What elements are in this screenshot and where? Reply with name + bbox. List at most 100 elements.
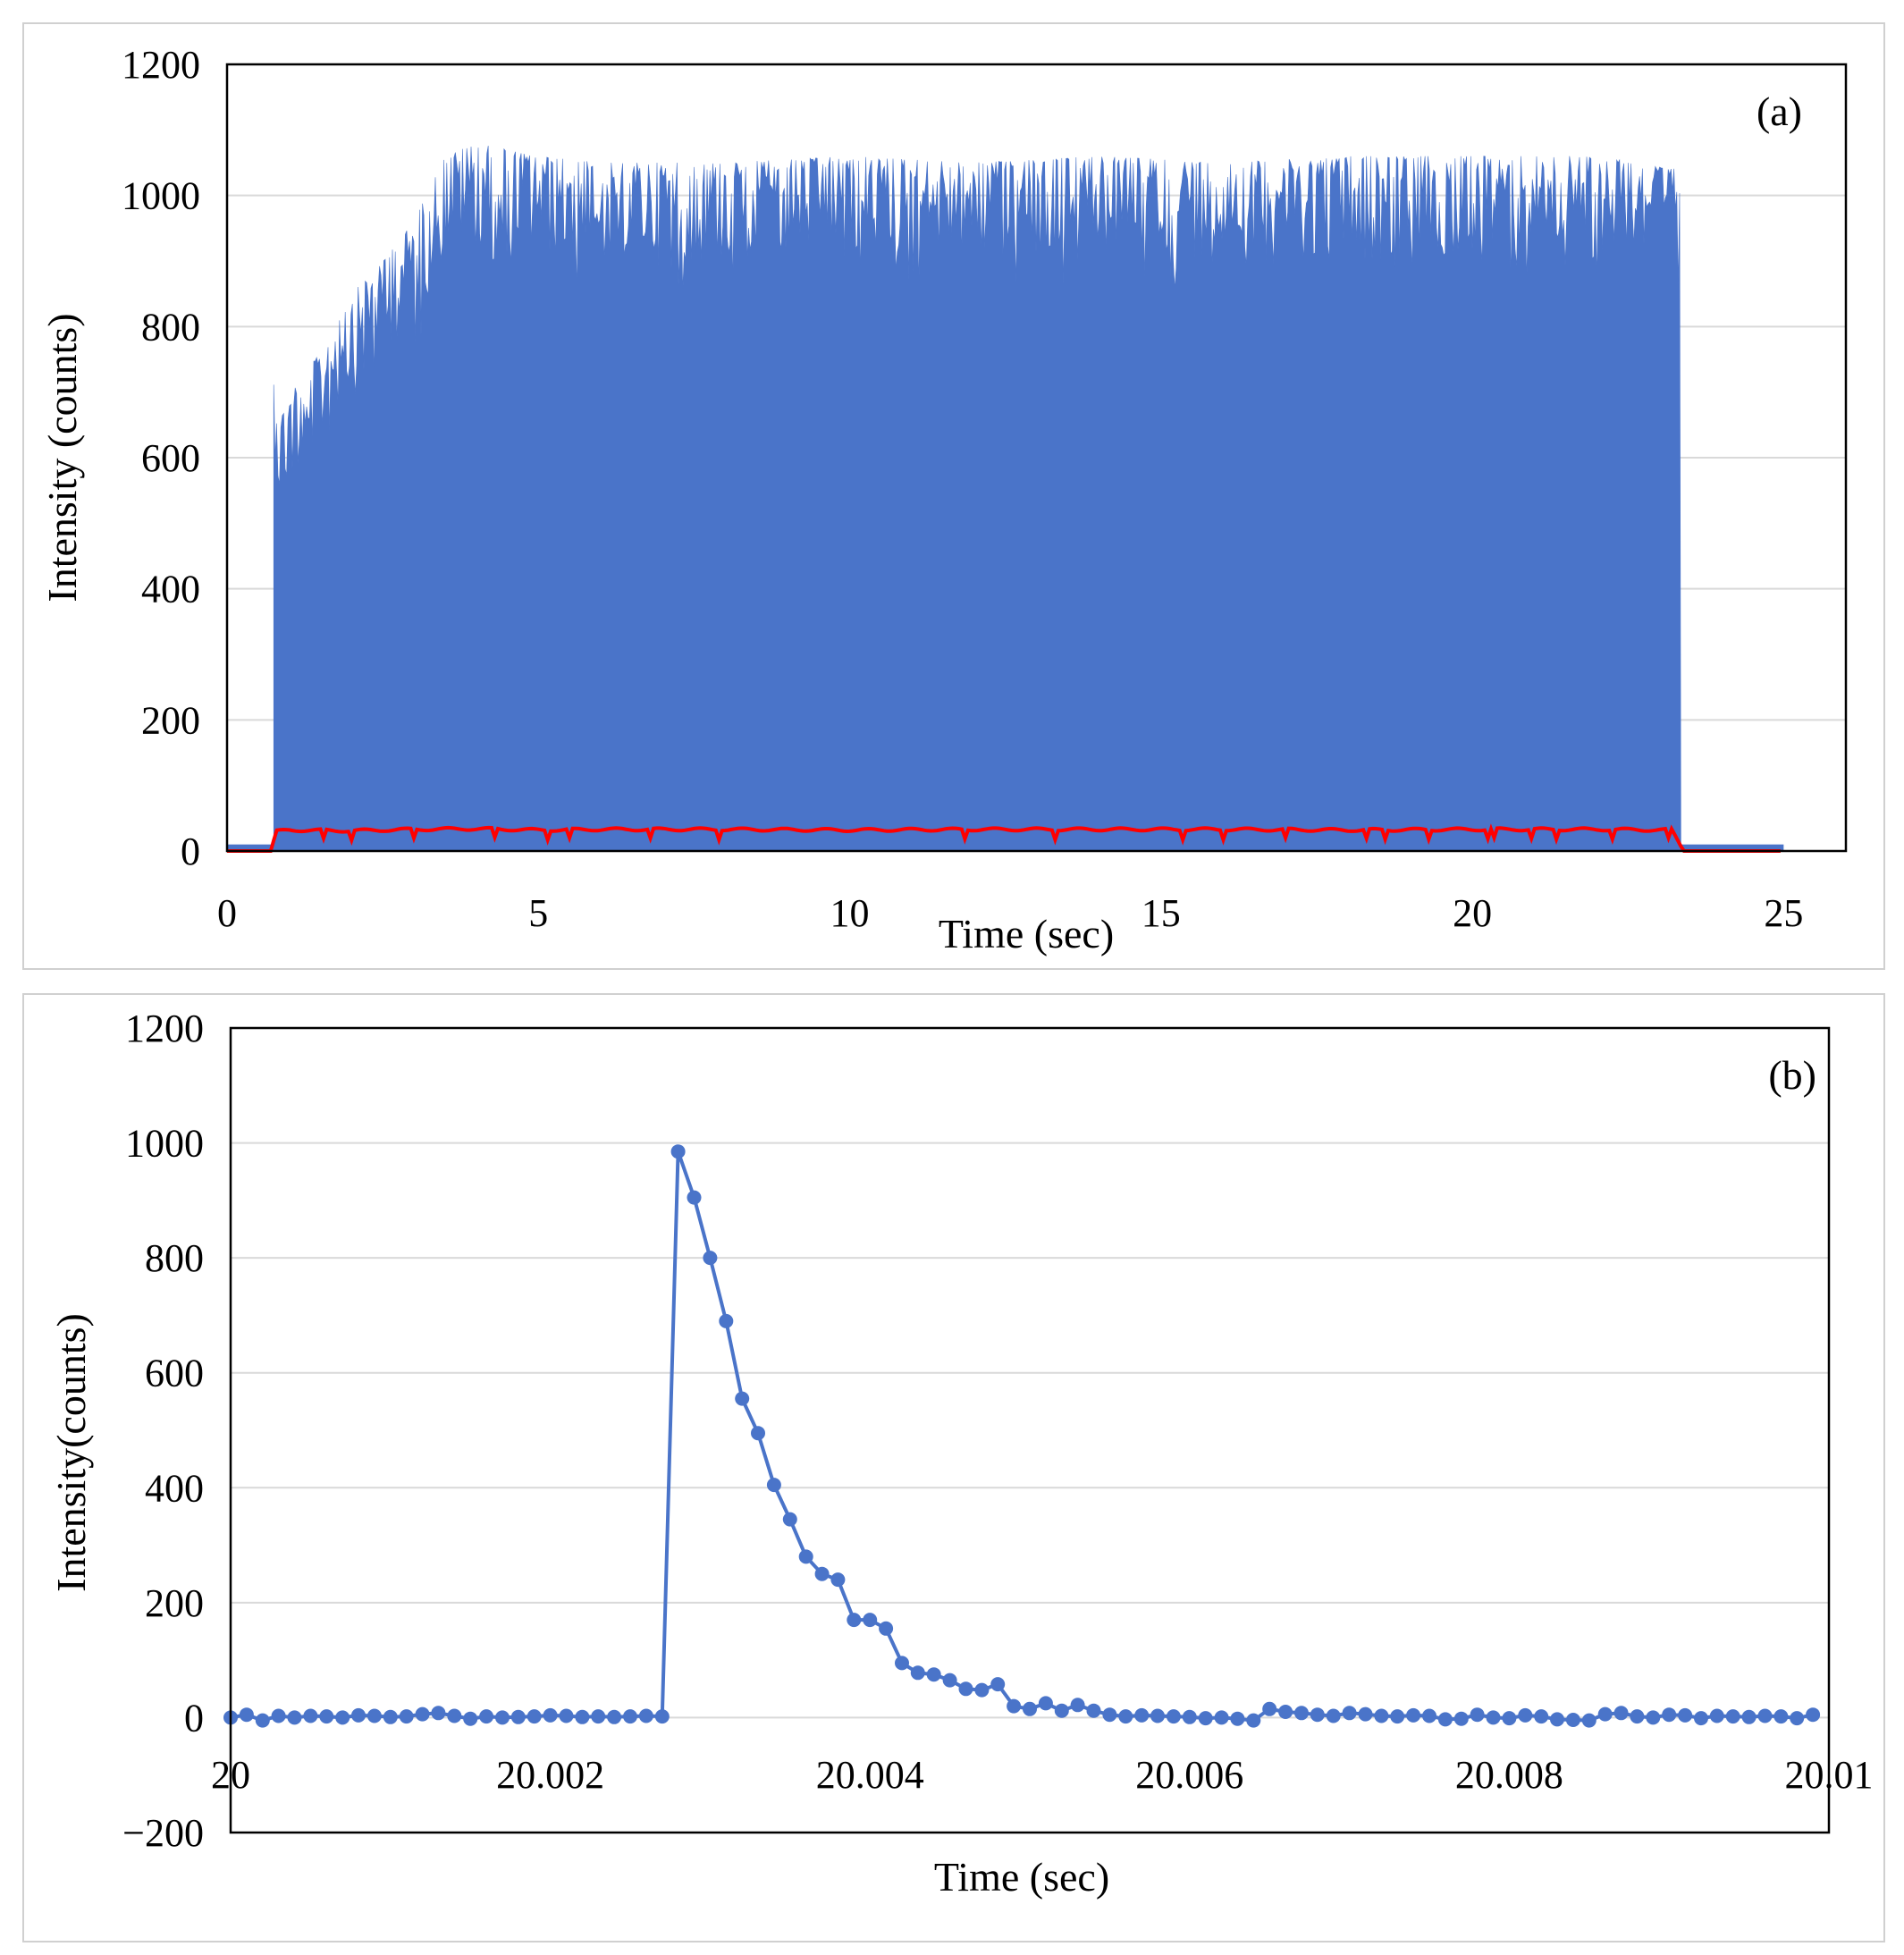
x-tick-label: 20.004 bbox=[816, 1753, 924, 1797]
data-point bbox=[1326, 1708, 1341, 1723]
data-point bbox=[687, 1190, 702, 1205]
data-point bbox=[1278, 1705, 1293, 1719]
data-point bbox=[543, 1707, 558, 1723]
data-point bbox=[1646, 1710, 1661, 1725]
data-point bbox=[1550, 1712, 1564, 1727]
data-point bbox=[1054, 1703, 1069, 1718]
data-point bbox=[638, 1708, 653, 1723]
data-point bbox=[1086, 1703, 1101, 1718]
data-point bbox=[559, 1708, 574, 1723]
chart-b-series-markers bbox=[223, 1144, 1821, 1728]
data-point bbox=[1534, 1709, 1549, 1724]
data-point bbox=[990, 1677, 1006, 1692]
chart-b-gridlines bbox=[231, 1142, 1829, 1719]
data-point bbox=[1565, 1713, 1580, 1727]
data-point bbox=[1662, 1707, 1677, 1723]
data-point bbox=[1518, 1707, 1533, 1723]
x-tick-label: 0 bbox=[217, 891, 237, 935]
chart-b-y-axis-title: Intensity(counts) bbox=[48, 1313, 94, 1592]
data-point bbox=[431, 1706, 446, 1721]
data-point bbox=[239, 1707, 254, 1723]
data-point bbox=[1597, 1706, 1613, 1722]
data-point bbox=[1437, 1712, 1453, 1727]
y-tick-label: 0 bbox=[181, 830, 200, 873]
data-point bbox=[1694, 1711, 1708, 1726]
data-point bbox=[895, 1656, 909, 1671]
data-point bbox=[670, 1144, 686, 1159]
data-point bbox=[1023, 1701, 1037, 1716]
data-point bbox=[1182, 1709, 1197, 1724]
data-point bbox=[1374, 1708, 1389, 1723]
data-point bbox=[798, 1549, 813, 1564]
data-point bbox=[1134, 1707, 1150, 1723]
y-tick-label: 600 bbox=[145, 1352, 204, 1395]
data-point bbox=[1581, 1713, 1596, 1728]
data-point bbox=[1310, 1707, 1325, 1723]
data-point bbox=[879, 1621, 894, 1636]
data-point bbox=[751, 1426, 765, 1441]
data-point bbox=[719, 1313, 734, 1328]
chart-a-y-axis-title: Intensity (counts) bbox=[39, 313, 85, 602]
data-point bbox=[1038, 1696, 1053, 1711]
data-point bbox=[703, 1251, 718, 1266]
chart-b-plot-frame bbox=[229, 1026, 1831, 1834]
data-point bbox=[271, 1708, 286, 1723]
y-tick-label: 800 bbox=[145, 1236, 204, 1280]
chart-b-panel-label: (b) bbox=[1768, 1052, 1816, 1098]
data-point bbox=[1741, 1709, 1757, 1724]
x-tick-label: 10 bbox=[830, 891, 870, 935]
chart-b-x-tick-labels: 20 20.002 20.004 20.006 20.008 20.01 bbox=[211, 1753, 1874, 1797]
data-point bbox=[1406, 1707, 1421, 1723]
x-tick-label: 20 bbox=[1453, 891, 1492, 935]
data-point bbox=[1502, 1711, 1517, 1726]
data-point bbox=[830, 1572, 846, 1588]
data-point bbox=[607, 1709, 622, 1724]
data-point bbox=[1246, 1713, 1261, 1728]
x-tick-label: 15 bbox=[1142, 891, 1181, 935]
chart-a: 0 200 400 600 800 1000 1200 0 5 10 15 20 25 Time (s… bbox=[39, 43, 1848, 956]
data-point bbox=[1757, 1708, 1773, 1723]
data-point bbox=[255, 1713, 270, 1728]
y-tick-label: −200 bbox=[122, 1811, 204, 1855]
x-tick-label: 5 bbox=[528, 891, 548, 935]
chart-a-panel-label: (a) bbox=[1757, 88, 1802, 134]
noise-floor-left bbox=[227, 844, 274, 851]
data-point bbox=[351, 1707, 366, 1723]
y-tick-label: 400 bbox=[145, 1466, 204, 1510]
data-point bbox=[463, 1711, 478, 1726]
data-point bbox=[447, 1708, 462, 1723]
chart-a-y-tick-labels: 0 200 400 600 800 1000 1200 bbox=[122, 43, 200, 873]
data-point bbox=[1230, 1711, 1245, 1726]
x-tick-label: 20 bbox=[211, 1753, 250, 1797]
data-point bbox=[1294, 1706, 1309, 1721]
data-point bbox=[1070, 1698, 1085, 1713]
y-tick-label: 1200 bbox=[125, 1007, 204, 1050]
data-point bbox=[479, 1709, 494, 1724]
data-point bbox=[510, 1709, 526, 1724]
data-point bbox=[366, 1708, 382, 1723]
data-point bbox=[1214, 1710, 1229, 1725]
data-point bbox=[383, 1709, 398, 1724]
x-tick-label: 20.006 bbox=[1135, 1753, 1243, 1797]
chart-a-x-axis-title: Time (sec) bbox=[939, 911, 1114, 956]
data-point bbox=[1613, 1706, 1629, 1721]
data-point bbox=[1342, 1706, 1357, 1721]
data-point bbox=[1150, 1708, 1165, 1723]
y-tick-label: 800 bbox=[141, 305, 200, 349]
y-tick-label: 600 bbox=[141, 436, 200, 480]
data-point bbox=[735, 1391, 750, 1406]
chart-b-series-line bbox=[230, 1150, 1814, 1723]
data-point bbox=[575, 1709, 590, 1724]
chart-a-series-blue bbox=[227, 146, 1784, 852]
data-point bbox=[847, 1613, 862, 1628]
data-point bbox=[1806, 1707, 1821, 1723]
data-point bbox=[814, 1566, 830, 1581]
chart-b-y-tick-labels: −200 0 200 400 600 800 1000 1200 bbox=[122, 1007, 204, 1855]
panel-a-border bbox=[22, 22, 1885, 970]
data-point bbox=[1630, 1709, 1645, 1724]
y-tick-label: 0 bbox=[184, 1696, 204, 1740]
data-point bbox=[926, 1667, 941, 1682]
data-point bbox=[1118, 1709, 1133, 1724]
data-point bbox=[623, 1709, 637, 1724]
data-point bbox=[1007, 1698, 1022, 1714]
